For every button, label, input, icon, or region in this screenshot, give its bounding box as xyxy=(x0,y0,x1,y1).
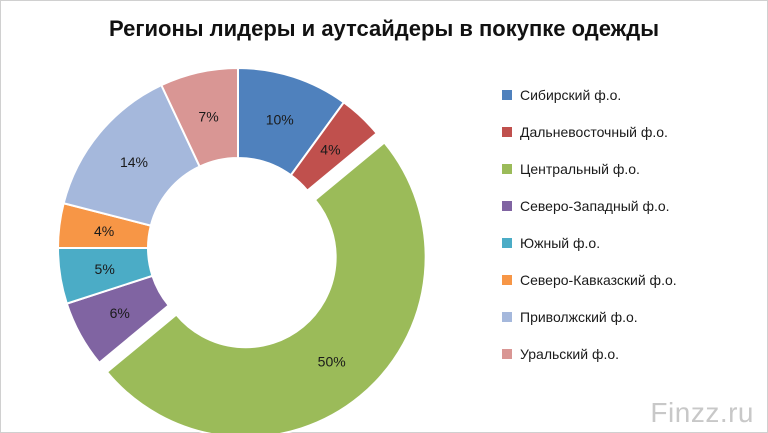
donut-slice-3 xyxy=(105,141,427,433)
legend-label: Дальневосточный ф.о. xyxy=(520,123,668,140)
legend-swatch xyxy=(502,237,512,248)
legend-label: Приволжский ф.о. xyxy=(520,308,638,325)
legend-label: Северо-Западный ф.о. xyxy=(520,197,670,214)
legend-item-5: Южный ф.о. xyxy=(502,224,752,261)
legend-swatch xyxy=(502,126,512,137)
legend-label: Северо-Кавказский ф.о. xyxy=(520,271,677,288)
slice-label-4: 6% xyxy=(110,305,130,321)
slice-label-3: 50% xyxy=(318,353,346,369)
chart-legend: Сибирский ф.о. Дальневосточный ф.о. Центра… xyxy=(502,76,752,372)
legend-item-3: Центральный ф.о. xyxy=(502,150,752,187)
slice-label-2: 4% xyxy=(320,142,340,158)
slice-label-8: 7% xyxy=(198,108,218,124)
legend-label: Сибирский ф.о. xyxy=(520,86,622,103)
legend-item-2: Дальневосточный ф.о. xyxy=(502,113,752,150)
legend-item-6: Северо-Кавказский ф.о. xyxy=(502,261,752,298)
legend-swatch xyxy=(502,348,512,359)
watermark: Finzz.ru xyxy=(650,397,754,428)
legend-swatch xyxy=(502,163,512,174)
slice-label-6: 4% xyxy=(94,223,114,239)
legend-label: Центральный ф.о. xyxy=(520,160,640,177)
legend-item-7: Приволжский ф.о. xyxy=(502,298,752,335)
legend-item-4: Северо-Западный ф.о. xyxy=(502,187,752,224)
legend-label: Южный ф.о. xyxy=(520,234,601,251)
legend-item-1: Сибирский ф.о. xyxy=(502,76,752,113)
legend-swatch xyxy=(502,200,512,211)
slice-label-5: 5% xyxy=(95,261,115,277)
donut-slice-2 xyxy=(289,100,379,193)
legend-item-8: Уральский ф.о. xyxy=(502,335,752,372)
legend-label: Уральский ф.о. xyxy=(520,345,620,362)
legend-swatch xyxy=(502,274,512,285)
slice-label-1: 10% xyxy=(266,112,294,128)
chart-title: Регионы лидеры и аутсайдеры в покупке од… xyxy=(108,16,660,41)
legend-swatch xyxy=(502,311,512,322)
legend-swatch xyxy=(502,89,512,100)
slice-label-7: 14% xyxy=(120,154,148,170)
donut-slice-8 xyxy=(160,66,239,168)
